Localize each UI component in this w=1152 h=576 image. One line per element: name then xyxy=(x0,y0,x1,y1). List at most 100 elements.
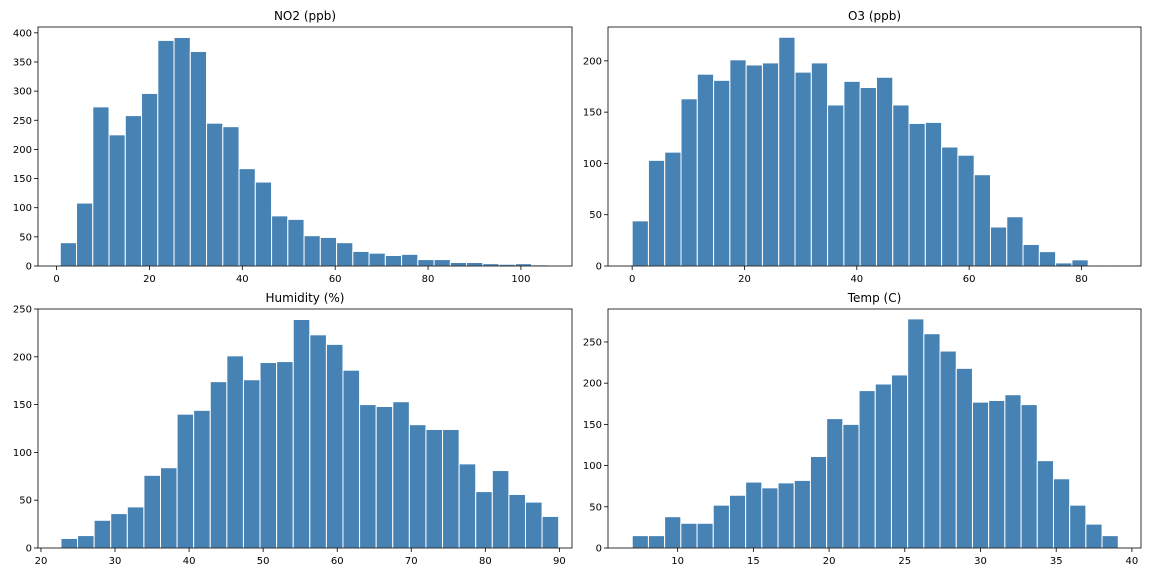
x-tick-label: 80 xyxy=(422,274,435,285)
histogram-bar xyxy=(76,202,94,267)
histogram-bar xyxy=(957,154,975,267)
chart-panel-3: 20 30 40 50 60 70 80 90 0 50 100 150 200 250 Humidity … xyxy=(13,291,573,567)
histogram-bar xyxy=(449,262,468,267)
x-tick-label: 80 xyxy=(479,556,492,567)
histogram-bar xyxy=(254,181,273,267)
histogram-bar xyxy=(342,369,361,549)
histogram-bar xyxy=(143,474,162,549)
histogram-bar xyxy=(108,134,126,267)
y-tick-label: 400 xyxy=(13,28,32,39)
y-tick-label: 100 xyxy=(583,461,602,472)
y-tick-label: 0 xyxy=(596,544,602,555)
histogram-bar xyxy=(680,98,698,267)
histogram-bar xyxy=(401,253,419,267)
y-tick-label: 100 xyxy=(583,159,602,170)
histogram-bar xyxy=(458,463,477,549)
histogram-bar xyxy=(631,220,649,267)
histogram-bar xyxy=(809,456,828,549)
histogram-bar xyxy=(892,104,910,267)
x-tick-label: 20 xyxy=(35,556,48,567)
histogram-bar xyxy=(973,174,991,267)
histogram-bar xyxy=(309,334,327,549)
histogram-bar xyxy=(209,381,228,549)
histogram-bar xyxy=(408,424,427,549)
y-tick-label: 150 xyxy=(13,400,32,411)
histogram-bar xyxy=(1069,504,1087,549)
histogram-bar xyxy=(941,146,959,267)
histogram-bar xyxy=(276,361,294,549)
histogram-bar xyxy=(923,333,941,549)
histogram-bar xyxy=(728,494,747,549)
histogram-bar xyxy=(843,80,861,267)
histogram-bar xyxy=(271,215,289,267)
x-tick-label: 40 xyxy=(183,556,196,567)
x-tick-label: 100 xyxy=(511,274,530,285)
histogram-bar xyxy=(359,404,377,549)
y-tick-label: 0 xyxy=(26,544,32,555)
histogram-bar xyxy=(1020,404,1038,549)
chart-panel-1: 0 20 40 60 80 100 0 50 100 150 200 250 300 350 400 NO2 … xyxy=(13,9,573,285)
x-tick-label: 60 xyxy=(963,274,976,285)
chart-panel-2: 0 20 40 60 80 0 50 100 150 200 O3 (ppb) xyxy=(583,9,1142,285)
histogram-bar xyxy=(1055,262,1073,267)
histogram-bar xyxy=(696,73,715,267)
histogram-bar xyxy=(1052,478,1071,549)
plot-frame xyxy=(607,26,1142,267)
plot-frame xyxy=(607,308,1142,549)
histogram-bar xyxy=(77,535,95,549)
histogram-bar xyxy=(259,362,278,549)
histogram-bar xyxy=(875,76,894,267)
histogram-bar xyxy=(1036,460,1054,549)
histogram-bar xyxy=(729,59,747,267)
histogram-bar xyxy=(319,236,338,267)
histogram-bar xyxy=(745,64,763,267)
histogram-bar xyxy=(907,318,925,549)
chart-title: Temp (C) xyxy=(847,291,902,305)
histogram-bar xyxy=(827,104,845,267)
histogram-bar xyxy=(425,428,444,549)
histogram-bar xyxy=(189,50,208,267)
y-tick-label: 200 xyxy=(583,379,602,390)
histogram-bar xyxy=(631,535,649,549)
x-tick-label: 25 xyxy=(898,556,911,567)
chart-title: O3 (ppb) xyxy=(848,9,901,23)
histogram-bar xyxy=(141,92,159,267)
histogram-bar xyxy=(176,413,195,549)
histogram-bar xyxy=(664,151,682,267)
histogram-bar xyxy=(810,62,829,267)
histogram-bar xyxy=(287,218,305,267)
plot-frame xyxy=(37,308,573,549)
histogram-bar xyxy=(206,122,224,267)
x-tick-label: 20 xyxy=(823,556,836,567)
histogram-bar xyxy=(777,482,795,549)
histogram-bar xyxy=(1022,243,1040,267)
histogram-bar xyxy=(1101,535,1119,549)
histogram-bar xyxy=(417,259,435,267)
histogram-bar xyxy=(491,470,510,549)
x-tick-label: 0 xyxy=(629,274,635,285)
histogram-bar xyxy=(794,71,812,267)
y-tick-label: 100 xyxy=(13,203,32,214)
x-tick-label: 10 xyxy=(671,556,684,567)
histogram-bar xyxy=(745,481,763,549)
x-tick-label: 40 xyxy=(850,274,863,285)
y-tick-label: 100 xyxy=(13,448,32,459)
histogram-bar xyxy=(222,126,240,267)
y-tick-label: 250 xyxy=(13,116,32,127)
histogram-bar xyxy=(1006,216,1024,267)
histogram-bar xyxy=(193,409,211,549)
histogram-bar xyxy=(93,519,112,549)
histogram-bar xyxy=(475,491,493,549)
histogram-bar xyxy=(384,255,403,267)
histogram-bar xyxy=(874,383,892,549)
y-tick-label: 200 xyxy=(13,352,32,363)
y-tick-label: 50 xyxy=(19,496,32,507)
x-tick-label: 15 xyxy=(747,556,760,567)
histogram-bar xyxy=(664,516,682,549)
chart-title: Humidity (%) xyxy=(266,291,345,305)
histogram-bar xyxy=(336,242,354,267)
histogram-bar xyxy=(939,350,957,549)
chart-title: NO2 (ppb) xyxy=(274,9,336,23)
histogram-bar xyxy=(908,122,926,267)
x-tick-label: 40 xyxy=(1126,556,1139,567)
